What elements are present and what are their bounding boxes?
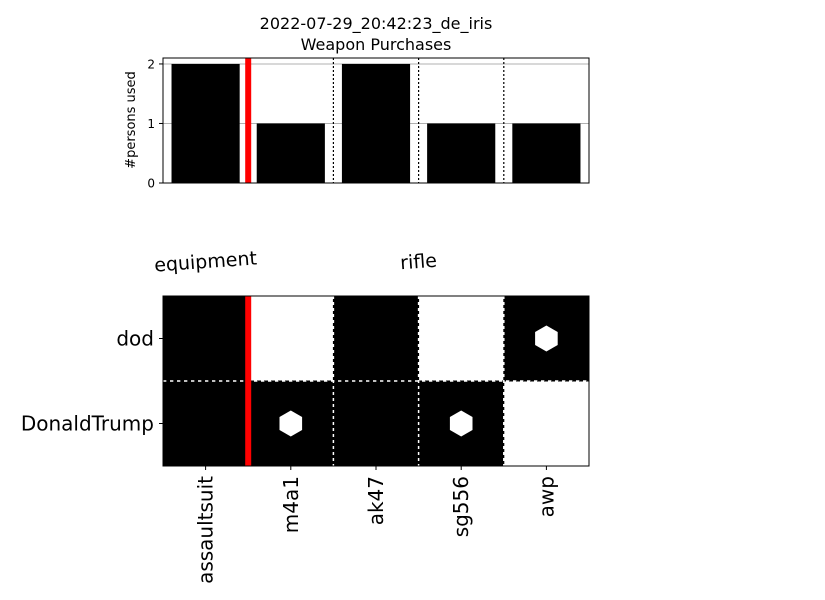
heatmap-column-labels: assaultsuit m4a1 ak47 sg556 awp (194, 466, 558, 584)
bar-y-ticks: 0 1 2 (147, 57, 163, 191)
bar-y-tick-label: 2 (147, 57, 155, 71)
heatmap-cell-DonaldTrump-ak47 (333, 381, 419, 466)
heatmap-group-labels: equipment rifle (154, 247, 438, 276)
heatmap-cells (163, 296, 589, 466)
bar-y-tick-label: 1 (147, 117, 155, 131)
heatmap-chart: equipment rifle dod DonaldTrump assaultsui… (21, 247, 590, 584)
bar-ak47 (341, 63, 411, 184)
heatmap-row-labels: dod DonaldTrump (21, 327, 163, 436)
heatmap-cell-dod-sg556 (418, 296, 504, 381)
heatmap-cell-dod-ak47 (333, 296, 419, 381)
bar-plot-frame (162, 57, 590, 184)
heatmap-row-label-dod: dod (116, 327, 154, 351)
heatmap-column-label-assaultsuit: assaultsuit (194, 476, 218, 584)
heatmap-separators (245, 296, 505, 466)
heatmap-column-label-m4a1: m4a1 (279, 476, 303, 533)
heatmap-marker-DonaldTrump-sg556 (449, 410, 473, 437)
bar-assaultsuit (171, 63, 240, 184)
bar-m4a1 (256, 123, 325, 183)
heatmap-cell-DonaldTrump-awp (503, 381, 589, 466)
heatmap-column-label-sg556: sg556 (449, 476, 473, 537)
heatmap-row-label-DonaldTrump: DonaldTrump (21, 412, 154, 436)
heatmap-cell-dod-m4a1 (248, 296, 334, 381)
heatmap-cell-dod-assaultsuit (163, 296, 249, 381)
heatmap-markers (279, 325, 558, 437)
bar-chart: 0 1 2 #persons used (124, 57, 590, 191)
heatmap-marker-DonaldTrump-m4a1 (279, 410, 303, 437)
heatmap-column-label-ak47: ak47 (364, 476, 388, 525)
bar-sg556 (427, 123, 496, 183)
heatmap-group-label-rifle: rifle (400, 250, 438, 275)
chart-title: 2022-07-29_20:42:23_de_iris (260, 14, 493, 34)
bar-separators (245, 58, 505, 183)
heatmap-marker-dod-awp (535, 325, 558, 352)
heatmap-column-label-awp: awp (534, 476, 558, 517)
bar-y-tick-label: 0 (147, 177, 155, 191)
heatmap-cell-DonaldTrump-assaultsuit (163, 381, 249, 466)
heatmap-group-label-equipment: equipment (154, 247, 258, 276)
bar-series (171, 63, 581, 184)
bar-awp (512, 123, 581, 183)
bar-y-axis-label: #persons used (124, 71, 139, 169)
chart-subtitle: Weapon Purchases (301, 35, 452, 54)
